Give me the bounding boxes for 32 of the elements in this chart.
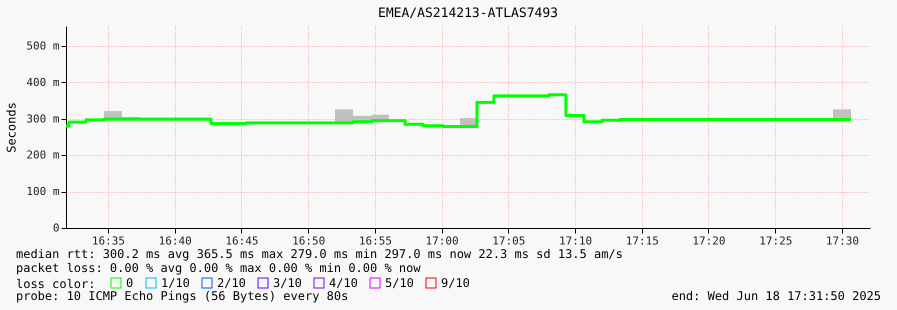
text: packet loss: 0.00 % avg 0.00 % max 0.00 % min 0.00 % now	[16, 261, 422, 275]
legend-label: 5/10	[385, 276, 414, 290]
legend-label: 1/10	[161, 276, 190, 290]
legend-title: loss color:	[16, 277, 96, 291]
x-tick-label: 17:15	[626, 234, 659, 248]
y-axis-title: Seconds	[4, 102, 18, 153]
x-tick-label: 16:45	[225, 234, 258, 248]
y-tick-label: 100 m	[26, 185, 60, 198]
x-tick-label: 17:25	[759, 234, 792, 248]
y-tick-label: 200 m	[26, 148, 60, 162]
legend-label: 2/10	[217, 276, 246, 290]
y-tick-label: 0	[52, 222, 60, 234]
x-tick-label: 17:05	[492, 234, 526, 248]
chart-title: EMEA/AS214213-ATLAS7493	[378, 6, 558, 21]
x-tick-label: 17:30	[826, 234, 860, 248]
x-tick-label: 16:55	[358, 234, 392, 248]
x-tick-label: 16:40	[158, 234, 192, 248]
x-tick-label: 17:00	[426, 234, 459, 248]
legend-label: 3/10	[273, 276, 302, 290]
text: median rtt: 300.2 ms avg 365.5 ms max 279.0 ms min 297.0 ms now 22.3 ms sd 13.5 am/s	[16, 247, 623, 261]
y-tick-label: 500 m	[26, 40, 60, 53]
x-tick-label: 17:10	[559, 234, 592, 248]
x-tick-label: 16:35	[92, 234, 126, 248]
text: probe: 10 ICMP Echo Pings (56 Bytes) every 80s	[16, 289, 348, 303]
text: end: Wed Jun 18 17:31:50 2025	[671, 289, 881, 303]
x-tick-label: 16:50	[292, 234, 326, 248]
legend-label: 9/10	[441, 276, 470, 290]
y-tick-label: 400 m	[26, 76, 60, 89]
legend-label: 0	[126, 276, 134, 290]
y-tick-label: 300 m	[26, 112, 60, 126]
x-tick-label: 17:20	[692, 234, 726, 248]
legend-label: 4/10	[329, 276, 358, 290]
